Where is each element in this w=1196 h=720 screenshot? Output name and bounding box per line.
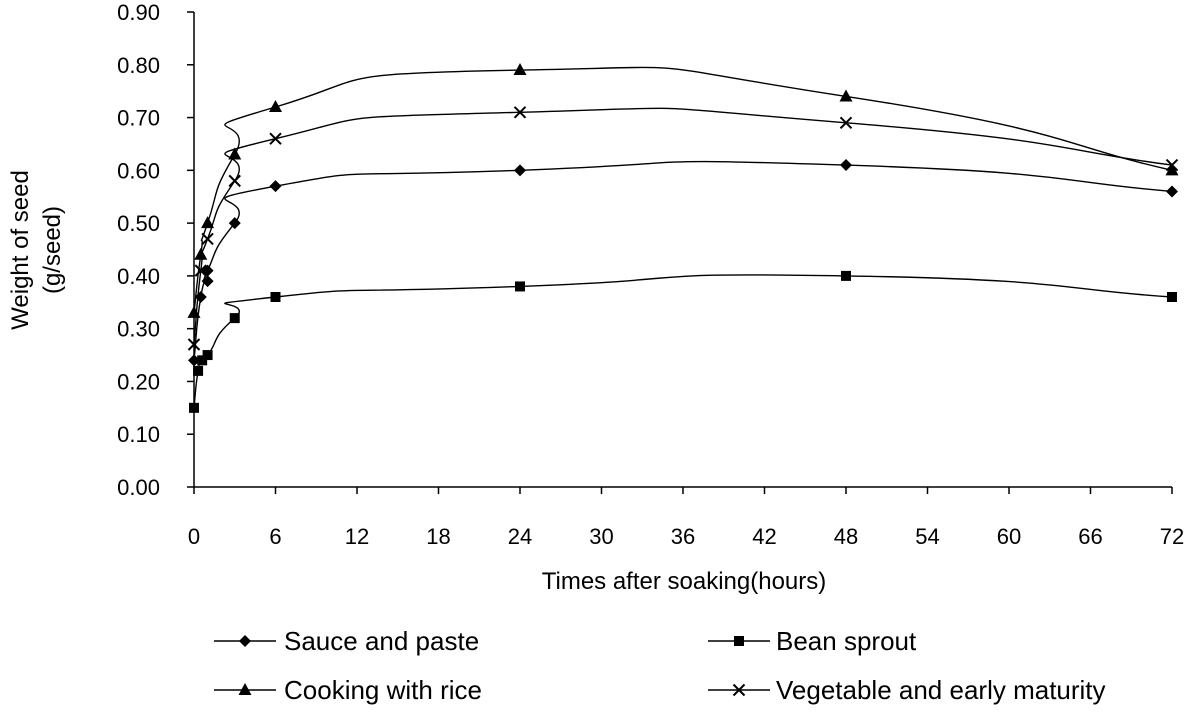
- data-point: [188, 354, 200, 367]
- data-point: [270, 292, 281, 302]
- legend-item: Cooking with rice: [214, 675, 482, 705]
- x-tick-label: 24: [508, 524, 532, 549]
- legend-item: Vegetable and early maturity: [708, 675, 1106, 705]
- data-point: [229, 313, 240, 324]
- series-diamond: [188, 159, 1178, 367]
- x-tick-label: 30: [589, 524, 613, 549]
- series-line: [193, 160, 1173, 361]
- data-point: [269, 100, 282, 112]
- x-axis-title-group: Times after soaking(hours): [542, 568, 827, 595]
- data-point: [839, 116, 853, 130]
- data-point: [515, 281, 525, 292]
- data-point: [839, 89, 853, 102]
- x-tick-label: 42: [752, 524, 776, 549]
- series-square: [189, 270, 1177, 413]
- series-triangle: [187, 63, 1179, 318]
- x-tick-label: 0: [188, 524, 200, 549]
- y-tick-label: 0.70: [117, 106, 160, 131]
- legend-marker: [732, 683, 746, 697]
- data-point: [194, 264, 207, 277]
- data-point: [514, 164, 526, 177]
- data-point: [840, 159, 852, 172]
- data-point: [228, 147, 242, 160]
- x-tick-label: 72: [1160, 524, 1184, 549]
- y-tick-label: 0.30: [117, 317, 160, 342]
- series-x: [187, 106, 1179, 351]
- legend-label: Cooking with rice: [284, 675, 482, 705]
- data-point: [201, 275, 214, 288]
- data-point: [228, 174, 241, 188]
- series-line: [193, 107, 1173, 345]
- x-tick-label: 18: [426, 524, 450, 549]
- x-tick-label: 12: [345, 524, 369, 549]
- data-point: [202, 350, 213, 361]
- data-point: [1165, 163, 1179, 176]
- x-tick-label: 54: [915, 524, 939, 549]
- y-tick-label: 0.00: [117, 475, 160, 500]
- legend-marker: [239, 635, 251, 647]
- data-point: [201, 216, 215, 229]
- legend-marker: [238, 683, 252, 695]
- data-point: [193, 365, 204, 376]
- data-point: [1167, 292, 1177, 302]
- data-point: [189, 402, 199, 413]
- x-tick-label: 6: [269, 524, 281, 549]
- legend: Sauce and paste Bean sprout Cooking with r…: [214, 626, 1106, 705]
- legend-label: Sauce and paste: [284, 626, 479, 656]
- y-tick-label: 0.80: [117, 53, 160, 78]
- series-line: [193, 274, 1173, 408]
- data-point: [228, 217, 241, 230]
- data-point: [197, 355, 208, 366]
- axes: 0.00 0.10 0.20 0.30 0.40 0.50 0.60 0.70 0.80 0.90…: [117, 0, 1184, 549]
- legend-label: Bean sprout: [776, 626, 917, 656]
- y-axis-title-line: (g/seed): [39, 206, 66, 294]
- x-tick-label: 36: [671, 524, 695, 549]
- y-tick-label: 0.10: [117, 422, 160, 447]
- y-axis-title: Weight of seed (g/seed): [7, 170, 66, 330]
- y-tick-label: 0.20: [117, 369, 160, 394]
- data-point: [513, 106, 527, 119]
- x-tick-label: 60: [997, 524, 1021, 549]
- y-tick-label: 0.50: [117, 211, 160, 236]
- data-point: [513, 63, 527, 76]
- series-layer: [187, 63, 1179, 413]
- data-point: [1165, 158, 1179, 172]
- data-point: [187, 338, 201, 351]
- legend-label: Vegetable and early maturity: [776, 675, 1106, 705]
- legend-item: Bean sprout: [708, 626, 917, 656]
- legend-marker: [734, 636, 744, 646]
- y-tick-label: 0.60: [117, 158, 160, 183]
- data-point: [187, 305, 201, 318]
- x-tick-label: 66: [1078, 524, 1102, 549]
- data-point: [201, 264, 214, 277]
- data-point: [194, 247, 208, 260]
- x-axis-title: Times after soaking(hours): [542, 568, 827, 595]
- data-point: [201, 232, 214, 246]
- data-point: [269, 180, 282, 193]
- y-axis-title-line: Weight of seed: [7, 170, 34, 330]
- y-tick-label: 0.40: [117, 264, 160, 289]
- data-point: [841, 270, 851, 281]
- data-point: [269, 132, 282, 145]
- x-tick-label: 48: [834, 524, 858, 549]
- y-tick-label: 0.90: [117, 0, 160, 25]
- legend-item: Sauce and paste: [214, 626, 479, 656]
- data-point: [1166, 185, 1178, 198]
